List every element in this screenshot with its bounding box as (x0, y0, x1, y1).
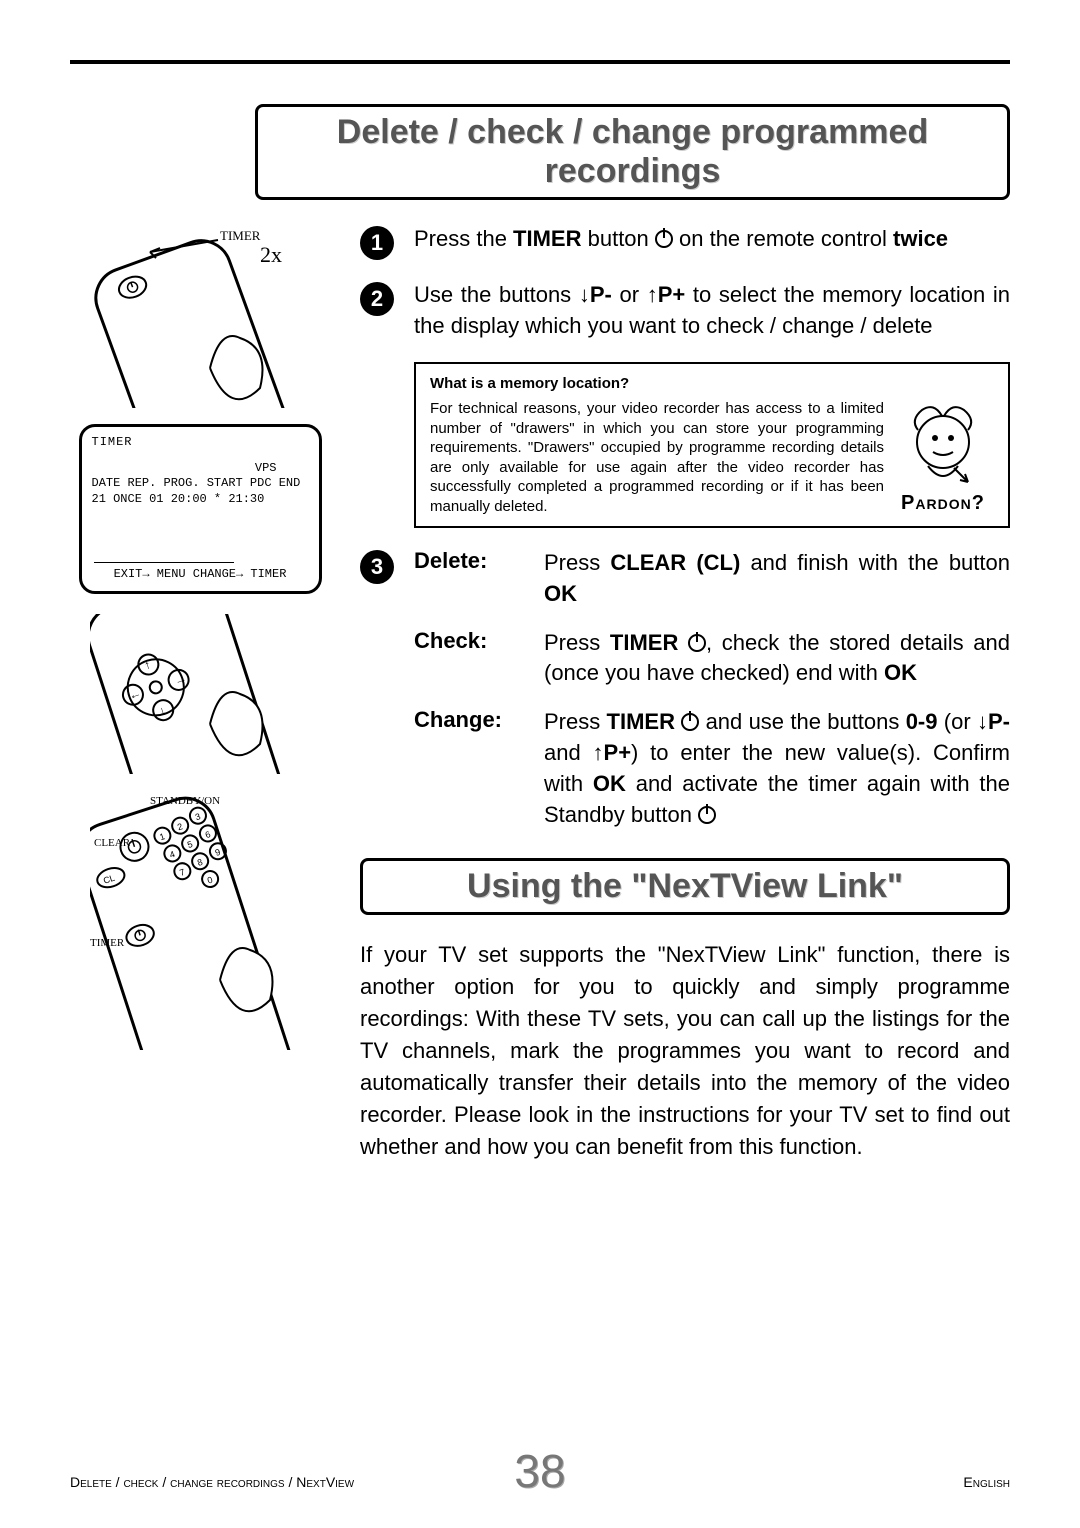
arrow-down-icon (579, 282, 590, 307)
info-box-title: What is a memory location? (430, 374, 884, 394)
timer-label: TIMER (220, 228, 261, 243)
power-icon (698, 806, 716, 824)
press-count: 2x (260, 242, 282, 267)
step-number-1: 1 (360, 226, 394, 260)
screen-data-row: 21 ONCE 01 20:00 * 21:30 (92, 492, 309, 508)
action-delete-desc: Press CLEAR (CL) and finish with the but… (544, 548, 1010, 610)
screen-header-row: DATE REP. PROG. START PDC END (92, 476, 309, 492)
action-change: Change: Press TIMER and use the buttons … (414, 707, 1010, 830)
nextview-paragraph: If your TV set supports the "NexTView Li… (360, 939, 1010, 1162)
arrow-down-icon (977, 709, 988, 734)
action-check-label: Check: (414, 628, 544, 690)
info-box-memory-location: What is a memory location? For technical… (414, 362, 1010, 529)
footer-right: English (963, 1474, 1010, 1490)
pardon-label: Pardon? (901, 490, 985, 516)
step-1-text: Press the TIMER button on the remote con… (414, 224, 1010, 255)
action-check: Check: Press TIMER , check the stored de… (414, 628, 1010, 690)
action-delete: Delete: Press CLEAR (CL) and finish with… (414, 548, 1010, 610)
footer-page-number: 38 (514, 1444, 565, 1498)
step-number-3: 3 (360, 550, 394, 584)
mascot-icon (898, 400, 988, 490)
info-box-body: For technical reasons, your video record… (430, 399, 884, 516)
section-title-nextview: Using the "NexTView Link" (360, 858, 1010, 915)
section-title-delete-check-change: Delete / check / change programmed recor… (255, 104, 1010, 200)
footer-left: Delete / check / change recordings / Nex… (70, 1474, 354, 1490)
screen-title: TIMER (92, 435, 309, 451)
step-3: 3 Delete: Press CLEAR (CL) and finish wi… (360, 548, 1010, 848)
action-delete-label: Delete: (414, 548, 544, 610)
action-change-desc: Press TIMER and use the buttons 0-9 (or … (544, 707, 1010, 830)
arrow-up-icon (593, 740, 604, 765)
svg-text:CLEAR: CLEAR (94, 837, 131, 849)
power-icon (688, 634, 706, 652)
step-1: 1 Press the TIMER button on the remote c… (360, 224, 1010, 260)
screen-footer: EXIT→ MENU CHANGE→ TIMER (114, 567, 287, 581)
remote-illustration-nav: ↑ ↓ ← → (90, 614, 310, 774)
remote-illustration-timer: TIMER 2x (90, 228, 310, 408)
action-check-desc: Press TIMER , check the stored details a… (544, 628, 1010, 690)
arrow-up-icon (647, 282, 658, 307)
remote-illustration-keypad: CL 1 2 3 4 5 6 7 8 9 0 (90, 790, 310, 1050)
page-footer: Delete / check / change recordings / Nex… (70, 1474, 1010, 1490)
action-change-label: Change: (414, 707, 544, 830)
step-2-text: Use the buttons P- or P+ to select the m… (414, 280, 1010, 342)
power-icon (681, 713, 699, 731)
step-number-2: 2 (360, 282, 394, 316)
screen-illustration-timer-list: TIMER VPS DATE REP. PROG. START PDC END … (79, 424, 322, 594)
svg-text:TIMER: TIMER (90, 937, 125, 949)
step-2: 2 Use the buttons P- or P+ to select the… (360, 280, 1010, 342)
top-divider (70, 60, 1010, 64)
screen-header-vps: VPS (92, 461, 309, 477)
power-icon (655, 230, 673, 248)
svg-text:STANDBY/ON: STANDBY/ON (150, 795, 220, 807)
